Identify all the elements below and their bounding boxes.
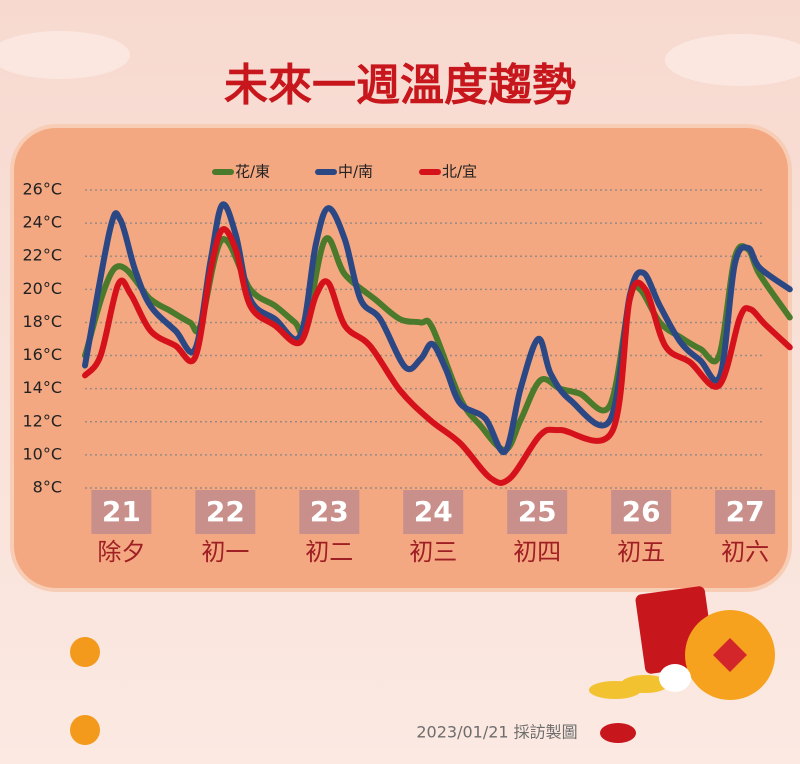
x-tick-box — [299, 490, 360, 534]
y-tick-label: 10°C — [22, 444, 62, 463]
y-tick-label: 14°C — [22, 378, 62, 397]
x-tick-box — [715, 490, 776, 534]
lunar-label: 初五 — [617, 538, 665, 566]
lunar-label: 初四 — [513, 538, 561, 566]
y-tick-label: 16°C — [22, 345, 62, 364]
x-tick-label: 25 — [518, 495, 557, 528]
legend-label: 花/東 — [235, 163, 270, 181]
y-tick-label: 20°C — [22, 279, 62, 298]
x-tick-label: 22 — [206, 495, 245, 528]
x-tick-label: 27 — [726, 495, 765, 528]
y-tick-label: 8°C — [33, 478, 62, 497]
lunar-label: 初一 — [201, 538, 249, 566]
x-tick-label: 21 — [102, 495, 141, 528]
cloud — [0, 31, 130, 79]
logo — [600, 723, 636, 743]
orange-decoration — [70, 637, 100, 667]
x-tick-box — [195, 490, 256, 534]
orange-decoration — [70, 715, 100, 745]
plot: 8°C 10°C 12°C 14°C 16°C 18°C 20°C 22°C 24°C 26°C 2… — [22, 163, 793, 566]
legend-label: 中/南 — [338, 163, 373, 181]
credit: 2023/01/21 採訪製圖 — [416, 723, 577, 742]
rabbit — [659, 664, 691, 692]
y-tick-label: 24°C — [22, 213, 62, 232]
x-tick-label: 24 — [414, 495, 453, 528]
x-tick-box — [507, 490, 568, 534]
x-tick-label: 26 — [622, 495, 661, 528]
y-tick-label: 12°C — [22, 411, 62, 430]
legend-label: 北/宜 — [442, 163, 477, 181]
y-tick-label: 26°C — [22, 180, 62, 199]
cloud — [665, 34, 800, 86]
x-tick-label: 23 — [310, 495, 349, 528]
series-line — [82, 226, 793, 486]
x-tick-box — [91, 490, 152, 534]
lunar-label: 初六 — [721, 538, 769, 566]
y-tick-label: 18°C — [22, 312, 62, 331]
coin — [621, 675, 669, 693]
y-tick-label: 22°C — [22, 246, 62, 265]
chart-title: 未來一週溫度趨勢 — [224, 60, 576, 111]
lunar-label: 初三 — [409, 538, 457, 566]
x-tick-box — [611, 490, 672, 534]
orange-tag — [713, 638, 747, 672]
lunar-label: 初二 — [305, 538, 353, 566]
lunar-label: 除夕 — [97, 538, 145, 566]
x-tick-box — [403, 490, 464, 534]
